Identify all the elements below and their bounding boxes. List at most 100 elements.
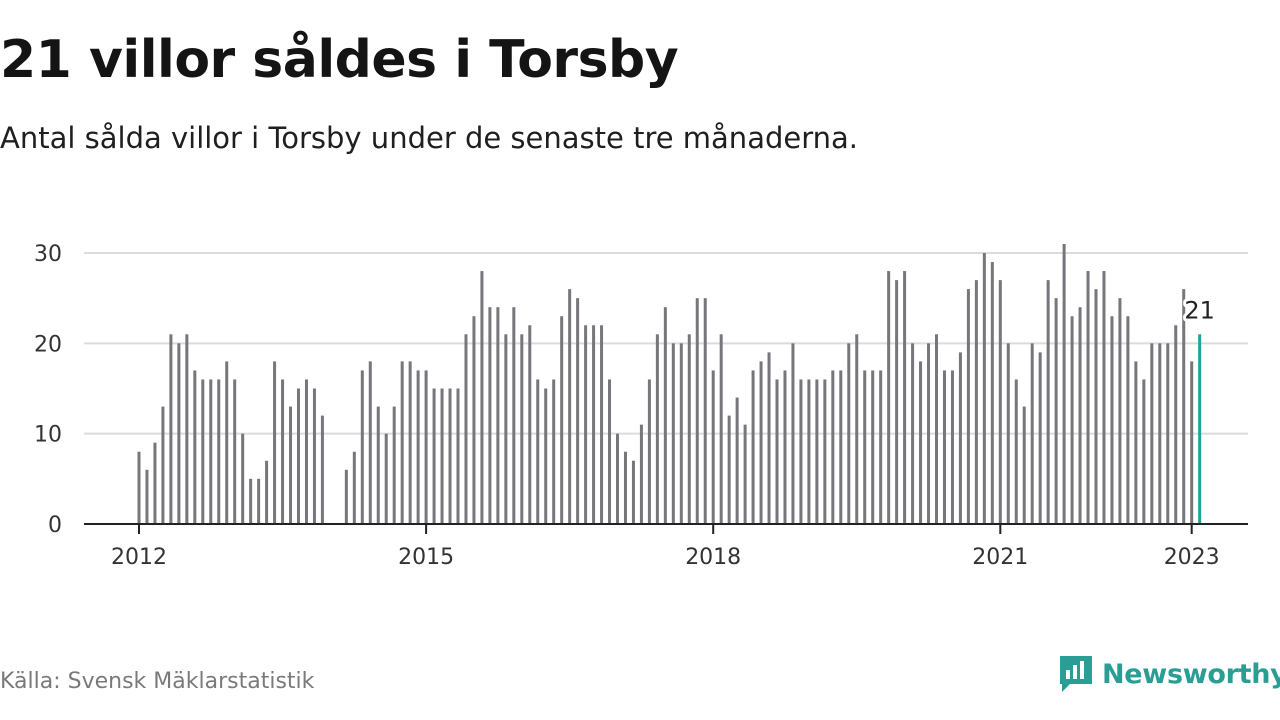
bar [616, 433, 619, 524]
bar [1102, 271, 1106, 524]
brand-logo: Newsworthy [1058, 654, 1280, 694]
bar [791, 343, 795, 524]
y-axis-ticks: 0 10 20 30 [34, 242, 62, 538]
bar [281, 379, 285, 524]
bar [1118, 298, 1122, 524]
x-tick-label: 2018 [685, 545, 741, 570]
bar [807, 379, 811, 524]
x-axis: 2012 2015 2018 2021 2023 [84, 523, 1248, 570]
bar [297, 388, 300, 524]
bar [847, 343, 851, 524]
bar [831, 370, 835, 524]
bar [257, 478, 261, 524]
bar [408, 361, 412, 524]
bar [584, 325, 588, 524]
highlight-value-label: 21 [1184, 296, 1215, 324]
bar [448, 388, 452, 524]
bar [1070, 316, 1074, 524]
x-tick-label: 2023 [1164, 545, 1220, 570]
bar [440, 388, 444, 524]
bar [1014, 379, 1018, 524]
bar [663, 307, 667, 524]
bar [520, 334, 524, 524]
bar [839, 370, 843, 524]
bar [879, 370, 883, 524]
bar [1166, 343, 1170, 524]
bar [233, 379, 237, 524]
bar [225, 361, 229, 524]
bar [1182, 289, 1186, 524]
bar [639, 424, 643, 524]
chart-subtitle: Antal sålda villor i Torsby under de sen… [0, 121, 858, 155]
bar [767, 352, 771, 524]
x-tick-label: 2012 [111, 545, 167, 570]
bar [544, 388, 548, 524]
bar [312, 388, 316, 524]
bar [687, 334, 691, 524]
bar-series [137, 243, 1202, 524]
bar [137, 451, 141, 524]
bar [655, 334, 659, 524]
bar [608, 379, 612, 524]
bar [823, 379, 827, 524]
bar [887, 271, 891, 524]
bar [1110, 316, 1114, 524]
y-tick-label: 10 [34, 423, 62, 448]
bar [743, 424, 747, 524]
bar [703, 298, 707, 524]
bar [815, 379, 819, 524]
bar [1006, 343, 1010, 524]
bar [432, 388, 436, 524]
bar [799, 379, 803, 524]
bar [942, 370, 946, 524]
brand-name: Newsworthy [1102, 658, 1280, 690]
bar [376, 406, 380, 524]
bar [775, 379, 779, 524]
bar [496, 307, 500, 524]
bar [536, 379, 540, 524]
bar [480, 271, 484, 524]
bar [855, 334, 859, 524]
newsworthy-logo-icon [1060, 656, 1092, 692]
bar [456, 388, 460, 524]
bar [1134, 361, 1138, 524]
bar [998, 280, 1002, 524]
bar [576, 298, 580, 524]
bar [711, 370, 715, 524]
bar [193, 370, 197, 524]
bar [1046, 280, 1050, 524]
x-tick-label: 2015 [398, 545, 454, 570]
bar [982, 253, 986, 524]
bar [352, 451, 356, 524]
bar [631, 460, 635, 524]
bar [145, 469, 149, 524]
bar [177, 343, 181, 524]
bar [735, 397, 739, 524]
bar [416, 370, 420, 524]
bar [966, 289, 970, 524]
bar [679, 343, 683, 524]
bar [384, 433, 388, 524]
bar [392, 406, 396, 524]
bar [201, 379, 205, 524]
bar [289, 406, 293, 524]
bar [871, 370, 875, 524]
bar [273, 361, 277, 524]
bar [528, 325, 532, 524]
bar [265, 460, 269, 524]
bar [1022, 406, 1026, 524]
bar [552, 379, 556, 524]
bar [472, 316, 476, 524]
bar [424, 370, 428, 524]
bar [344, 469, 348, 524]
bar [958, 352, 962, 524]
bar [623, 451, 627, 524]
bar [783, 370, 787, 524]
bar [512, 307, 516, 524]
bar [863, 370, 867, 524]
bar [990, 262, 994, 524]
bar [209, 379, 213, 524]
bar [727, 415, 731, 524]
bar [249, 478, 253, 524]
bar [1158, 343, 1162, 524]
